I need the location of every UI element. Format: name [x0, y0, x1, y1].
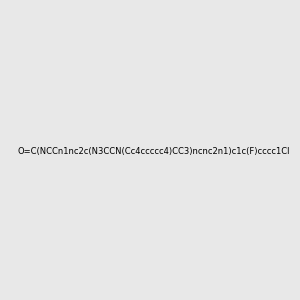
Text: O=C(NCCn1nc2c(N3CCN(Cc4ccccc4)CC3)ncnc2n1)c1c(F)cccc1Cl: O=C(NCCn1nc2c(N3CCN(Cc4ccccc4)CC3)ncnc2n… [17, 147, 290, 156]
